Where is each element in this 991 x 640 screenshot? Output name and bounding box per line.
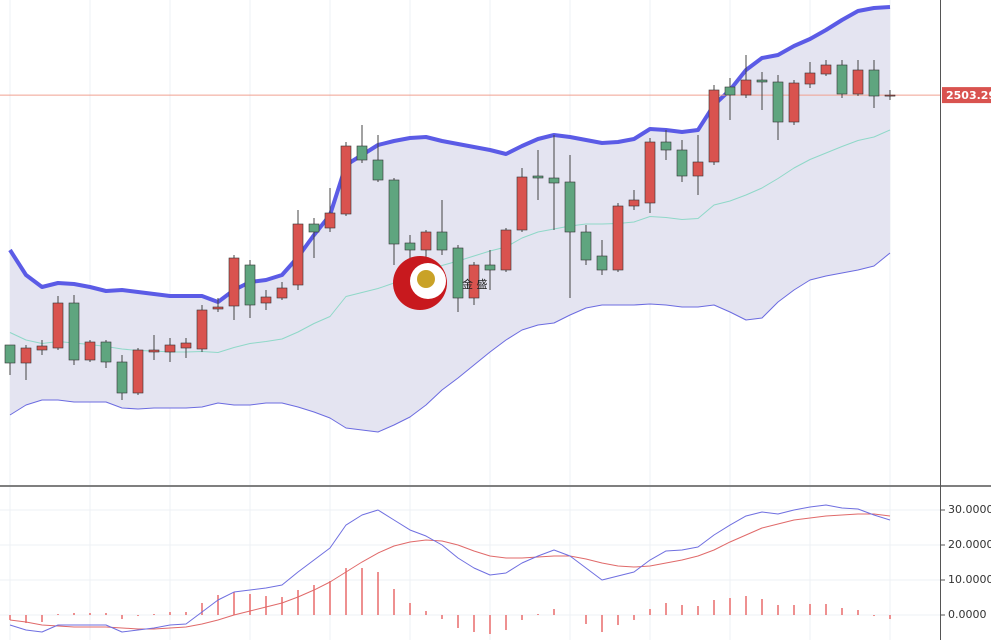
candle-body <box>692 161 704 177</box>
candle-body <box>820 64 832 75</box>
price-panel: 2503.29 金 盛 <box>0 0 991 485</box>
candle-body <box>644 141 656 204</box>
watermark-text: 金 盛 <box>462 277 488 291</box>
candle-body <box>36 345 48 351</box>
candle-body <box>548 177 560 184</box>
candle-body <box>788 82 800 123</box>
candle-body <box>452 247 464 299</box>
candle-body <box>580 231 592 261</box>
candle-body <box>244 264 256 306</box>
candle-body <box>628 199 640 207</box>
candle-body <box>756 79 768 83</box>
last-price-box <box>942 87 991 104</box>
candle-body <box>420 231 432 251</box>
candle-body <box>324 212 336 229</box>
candle-body <box>740 79 752 96</box>
candle-body <box>676 149 688 177</box>
candle-body <box>852 69 864 95</box>
macd-panel: 30.0000 20.0000 10.0000 0.0000 <box>0 487 991 640</box>
candle-body <box>4 344 16 364</box>
candle-body <box>20 347 32 364</box>
dif-line <box>9 504 891 633</box>
candle-body <box>100 341 112 363</box>
candle-body <box>500 229 512 271</box>
candle-body <box>660 141 672 151</box>
candle-body <box>164 344 176 353</box>
candle-body <box>212 306 224 310</box>
candle-body <box>260 296 272 304</box>
candle-body <box>116 361 128 394</box>
y-tick-label: 0.0000 <box>948 608 987 621</box>
candle-body <box>308 223 320 233</box>
candle-body <box>612 205 624 271</box>
candle-body <box>708 89 720 163</box>
candle-body <box>468 264 480 299</box>
candle-body <box>68 302 80 361</box>
candle-body <box>404 242 416 251</box>
candle-body <box>196 309 208 350</box>
candle-body <box>868 69 880 97</box>
dea-line <box>9 513 891 630</box>
candle-body <box>292 223 304 286</box>
lower-band <box>9 252 891 433</box>
candle-body <box>372 159 384 181</box>
candle-body <box>132 349 144 394</box>
logo-coin <box>417 270 435 288</box>
candle-body <box>484 264 496 271</box>
candle-body <box>356 145 368 161</box>
candle-body <box>388 179 400 245</box>
y-tick-label: 20.0000 <box>948 538 991 551</box>
candle-body <box>804 72 816 85</box>
candle-body <box>52 302 64 349</box>
candle-body <box>772 81 784 123</box>
candle-body <box>180 342 192 349</box>
candle-body <box>724 86 736 96</box>
candle-body <box>596 255 608 271</box>
y-tick-label: 30.0000 <box>948 503 991 516</box>
candle-body <box>532 175 544 179</box>
upper-band <box>8 5 891 304</box>
candle-body <box>564 181 576 233</box>
candle-body <box>340 145 352 215</box>
y-tick-label: 10.0000 <box>948 573 991 586</box>
candle-body <box>436 231 448 251</box>
last-price-label: 2503.29 <box>946 89 991 102</box>
candle-body <box>516 176 528 231</box>
band-fill <box>10 7 890 432</box>
candle-body <box>884 94 896 97</box>
candle-body <box>148 349 160 353</box>
candle-body <box>836 64 848 95</box>
candle-body <box>84 341 96 361</box>
candle-body <box>228 257 240 307</box>
candle-body <box>276 287 288 299</box>
